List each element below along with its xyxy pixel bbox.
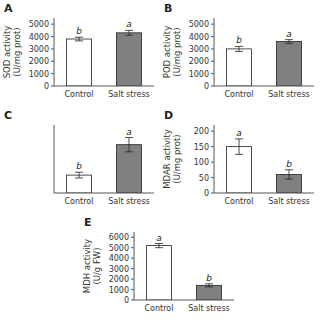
y-tick-label: 0 [44,82,49,91]
y-axis [54,125,55,193]
bar [277,41,302,86]
y-axis [214,18,215,86]
y-tick-label: 3000 [29,45,49,54]
x-tick-label: Salt stress [108,90,150,99]
x-axis [54,86,154,87]
y-axis [134,232,135,300]
error-bar [125,138,133,152]
y-tick-label: 6000 [109,233,129,242]
bar [117,145,142,193]
error-bar [155,244,163,248]
error-bar [75,37,83,41]
significance-label: b [76,26,82,36]
x-tick-label: Control [65,197,94,206]
x-tick-label: Salt stress [268,197,310,206]
plot-area [227,40,302,86]
y-tick-label: 200 [194,127,209,136]
y-tick-label: 2000 [189,57,209,66]
x-axis [214,86,314,87]
y-tick-label: 5000 [189,20,209,29]
plot-area [67,138,142,193]
panel-label: D [164,109,173,122]
error-bar [205,284,213,287]
y-axis-label: POD activity(U/mg prot) [162,26,182,78]
bar [117,33,142,86]
y-tick-label: 2000 [109,275,129,284]
y-tick-label: 2000 [29,57,49,66]
y-axis-label: MDH activity(U/g FW) [82,239,102,293]
error-bar [235,139,243,154]
y-tick-label: 4000 [109,254,129,263]
error-bar [235,46,243,51]
y-tick-label: 5000 [109,244,129,253]
plot-area [147,244,222,300]
y-tick-label: 3000 [109,265,129,274]
panel: A SOD activity(U/mg prot) 0 1000 2000 3000 400… [2,2,154,99]
y-tick-label: 100 [194,158,209,167]
plot-area [67,30,142,86]
y-axis-label: SOD activity(U/mg prot) [2,26,22,79]
bar [147,246,172,300]
panel: E MDH activity(U/g FW) 01000 20003000 400050… [82,216,234,313]
significance-label: a [236,128,242,138]
bar [67,175,92,193]
y-tick-label: 150 [194,143,209,152]
x-tick-label: Control [225,197,254,206]
x-axis [134,300,234,301]
error-bar [125,30,133,35]
y-tick-label: 50 [199,174,209,183]
y-tick-label: 1000 [109,286,129,295]
y-axis [214,125,215,193]
error-bar [285,170,293,179]
bar [67,39,92,86]
panel: Cb a Control Salt stress [4,109,154,206]
y-tick-label: 4000 [189,33,209,42]
panel-label: B [164,2,172,15]
significance-label: a [286,29,292,39]
x-tick-label: Salt stress [268,90,310,99]
x-tick-label: Salt stress [188,304,230,313]
x-tick-label: Salt stress [108,197,150,206]
y-tick-label: 0 [204,82,209,91]
y-tick-label: 3000 [189,45,209,54]
x-axis [214,193,314,194]
panel: D MDAR activity(U/mg prot) 0 50 100 150 200 a b C… [162,109,314,206]
significance-label: b [286,159,292,169]
x-axis [54,193,154,194]
y-tick-label: 1000 [189,70,209,79]
y-tick-label: 0 [204,189,209,198]
y-axis [54,18,55,86]
y-tick-label: 5000 [29,20,49,29]
x-tick-label: Control [145,304,174,313]
figure: ASOD activity(U/mg prot)0100020003000400… [0,0,320,320]
significance-label: a [156,233,162,243]
panel-label: C [4,109,12,122]
significance-label: a [126,19,132,29]
plot-area [227,139,302,193]
y-tick-label: 1000 [29,70,49,79]
y-tick-label: 0 [124,296,129,305]
significance-label: b [206,273,212,283]
x-tick-label: Control [65,90,94,99]
error-bar [75,172,83,178]
significance-label: b [76,161,82,171]
y-axis-label: MDAR activity(U/mg prot) [162,129,182,188]
x-tick-label: Control [225,90,254,99]
significance-label: b [236,35,242,45]
panel-label: A [4,2,13,15]
panel: B POD activity(U/mg prot) 0 1000 2000 3000 400… [162,2,314,99]
y-tick-label: 4000 [29,33,49,42]
significance-label: a [126,127,132,137]
panel-label: E [84,216,92,229]
bar [227,49,252,86]
bar [197,285,222,300]
error-bar [285,40,293,44]
